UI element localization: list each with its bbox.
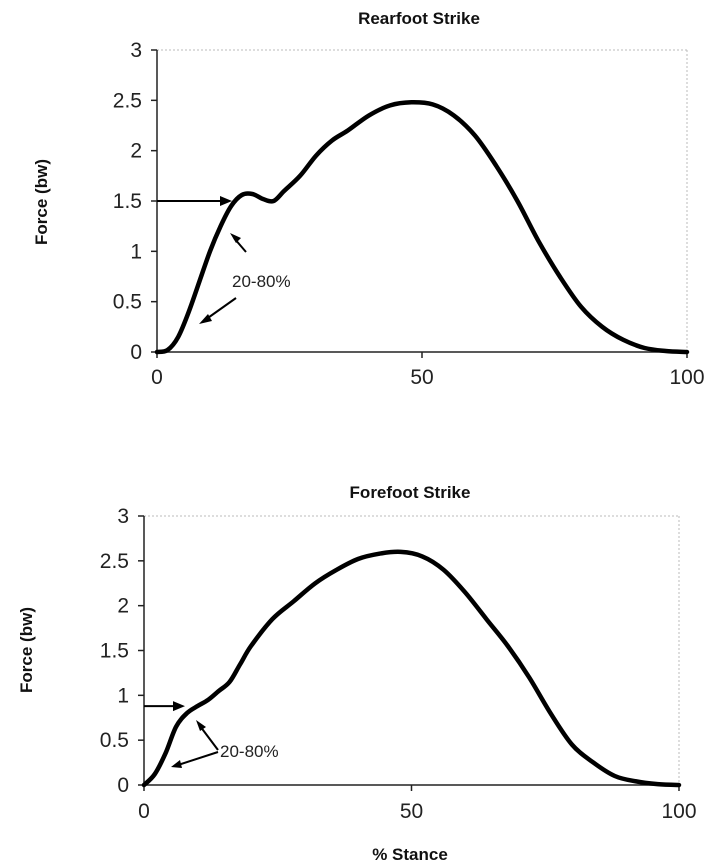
annotation-arrow-lower bbox=[204, 297, 237, 321]
y-tick-label: 2.5 bbox=[100, 550, 129, 573]
arrowhead bbox=[173, 701, 185, 712]
annotation-arrow-lower bbox=[177, 751, 219, 766]
chart-forefoot: Forefoot Strike Force (bw) % Stance 0 0.5… bbox=[17, 483, 697, 864]
y-tick-label: 3 bbox=[130, 39, 142, 62]
y-tick-label: 1 bbox=[130, 240, 142, 263]
y-tick-label: 0.5 bbox=[100, 729, 129, 752]
series-line bbox=[141, 549, 682, 788]
y-tick-label: 0 bbox=[130, 341, 142, 364]
x-tick-label: 0 bbox=[138, 800, 150, 823]
x-axis-label: % Stance bbox=[372, 845, 448, 864]
annotation-group: 20-80% bbox=[157, 196, 291, 324]
x-tick-label: 50 bbox=[410, 366, 433, 389]
arrowhead bbox=[199, 314, 212, 324]
y-tick-label: 2 bbox=[117, 595, 129, 618]
y-axis-label: Force (bw) bbox=[32, 159, 51, 245]
x-tick-label: 100 bbox=[669, 366, 704, 389]
y-tick-label: 0 bbox=[117, 774, 129, 797]
annotation-group: 20-80% bbox=[144, 701, 279, 768]
y-tick-label: 2 bbox=[130, 140, 142, 163]
arrowhead bbox=[196, 720, 206, 731]
chart-title: Forefoot Strike bbox=[350, 483, 471, 502]
y-axis-label: Force (bw) bbox=[17, 607, 36, 693]
annotation-arrow-upper bbox=[199, 725, 219, 751]
y-tick-label: 1.5 bbox=[100, 640, 129, 663]
chart-title: Rearfoot Strike bbox=[358, 9, 480, 28]
x-tick-label: 50 bbox=[400, 800, 423, 823]
chart-rearfoot: Rearfoot Strike Force (bw) 0 0.5 1 1.5 2 2.5 3… bbox=[32, 9, 705, 389]
arrowhead bbox=[230, 233, 241, 243]
arrowhead bbox=[171, 760, 182, 768]
y-tick-label: 0.5 bbox=[113, 291, 142, 314]
y-tick-label: 3 bbox=[117, 505, 129, 528]
y-tick-label: 1 bbox=[117, 684, 129, 707]
series-line bbox=[154, 100, 690, 355]
annotation-label: 20-80% bbox=[220, 742, 279, 761]
y-tick-label: 1.5 bbox=[113, 190, 142, 213]
y-tick-label: 2.5 bbox=[113, 89, 142, 112]
x-tick-label: 100 bbox=[661, 800, 696, 823]
arrowhead bbox=[220, 196, 232, 206]
x-tick-label: 0 bbox=[151, 366, 163, 389]
annotation-label: 20-80% bbox=[232, 272, 291, 291]
